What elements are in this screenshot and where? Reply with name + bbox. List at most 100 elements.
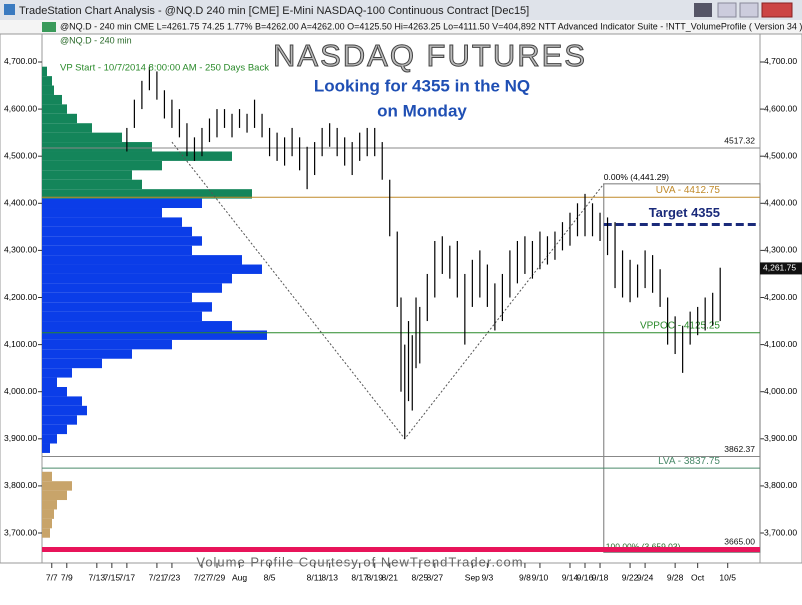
profile-bar [42, 481, 72, 491]
x-tick-label: Aug [232, 572, 247, 582]
last-price-box [760, 262, 802, 275]
profile-bar [42, 358, 102, 369]
y-tick-label: 4,500.00 [764, 150, 797, 160]
x-tick-label: 7/13 [89, 572, 106, 582]
profile-bar [42, 339, 172, 350]
ta-badge [42, 22, 56, 32]
x-tick-label: Sep [465, 572, 480, 582]
profile-bar [42, 189, 252, 199]
profile-bar [42, 434, 57, 444]
profile-bar [42, 405, 87, 416]
fib-label: 0.00% (4,441.29) [604, 172, 669, 182]
x-tick-label: 7/23 [164, 572, 181, 582]
profile-bar [42, 132, 122, 143]
x-tick-label: 9/3 [481, 572, 493, 582]
y-tick-label: 3,900.00 [764, 433, 797, 443]
profile-bar [42, 198, 202, 209]
x-tick-label: 10/5 [719, 572, 736, 582]
y-tick-label: 3,700.00 [764, 527, 797, 537]
y-tick-label: 3,700.00 [4, 527, 37, 537]
profile-bar [42, 76, 52, 86]
close-button[interactable] [761, 2, 793, 18]
x-tick-label: 9/16 [577, 572, 594, 582]
profile-bar [42, 66, 47, 77]
profile-bar [42, 302, 212, 312]
y-tick-label: 4,600.00 [4, 103, 37, 113]
profile-bar [42, 424, 67, 435]
x-tick-label: 8/11 [307, 572, 323, 582]
profile-bar [42, 264, 262, 274]
profile-bar [42, 123, 92, 133]
y-tick-label: 3,800.00 [764, 480, 797, 490]
x-tick-label: 9/8 [519, 572, 531, 582]
right-axis-panel [759, 33, 802, 564]
profile-bar [42, 160, 162, 171]
x-tick-label: 8/17 [351, 572, 368, 582]
fib-box [603, 183, 761, 553]
x-tick-label: 8/21 [381, 572, 398, 582]
y-tick-label: 4,400.00 [4, 198, 37, 208]
profile-bar [42, 471, 52, 482]
profile-bar [42, 283, 222, 293]
x-tick-label: 9/14 [562, 572, 579, 582]
status-bar [0, 20, 802, 34]
y-tick-label: 4,100.00 [764, 339, 797, 349]
x-tick-label: 9/28 [667, 572, 684, 582]
symbol-label: @NQ.D - 240 min [60, 35, 132, 45]
y-tick-label: 3,900.00 [4, 433, 37, 443]
y-tick-label: 4,600.00 [764, 103, 797, 113]
status-text: @NQ.D - 240 min CME L=4261.75 74.25 1.77… [60, 21, 802, 31]
x-tick-label: 8/27 [427, 572, 444, 582]
y-tick-label: 4,000.00 [4, 386, 37, 396]
x-tick-label: 7/9 [61, 572, 73, 582]
x-tick-label: 7/29 [209, 572, 226, 582]
y-tick-label: 4,100.00 [4, 339, 37, 349]
x-tick-label: 8/25 [412, 572, 429, 582]
profile-bar [42, 349, 132, 359]
level-label: VPPOC - 4125.25 [640, 320, 720, 331]
profile-bar [42, 368, 72, 378]
profile-bar [42, 179, 142, 190]
y-tick-label: 4,300.00 [764, 245, 797, 255]
window-title: TradeStation Chart Analysis - @NQ.D 240 … [19, 5, 529, 17]
profile-bar [42, 528, 50, 538]
profile-bar [42, 509, 54, 519]
level-label: LVA - 3837.75 [658, 456, 720, 467]
subtitle: Looking for 4355 in the NQ [314, 76, 530, 95]
profile-bar [42, 518, 52, 529]
level-label: 3862.37 [724, 444, 755, 454]
profile-bar [42, 142, 152, 152]
y-tick-label: 3,800.00 [4, 480, 37, 490]
profile-bar [42, 170, 132, 180]
level-label: 3665.00 [724, 537, 755, 547]
x-tick-label: 9/24 [637, 572, 654, 582]
maximize-button[interactable] [739, 2, 759, 18]
x-tick-label: 7/15 [104, 572, 121, 582]
x-tick-label: 7/7 [46, 572, 58, 582]
profile-bar [42, 273, 232, 284]
x-tick-label: 9/10 [532, 572, 549, 582]
profile-bar [42, 208, 162, 218]
x-tick-label: 9/18 [592, 572, 609, 582]
profile-bar [42, 396, 82, 406]
profile-bar [42, 330, 267, 340]
profile-bar [42, 217, 182, 227]
profile-bar [42, 386, 67, 397]
profile-bar [42, 104, 67, 114]
profile-bar [42, 85, 54, 95]
level-label: 4517.32 [724, 135, 755, 145]
profile-bar [42, 311, 202, 322]
minimize-button[interactable] [717, 2, 737, 18]
subtitle: on Monday [377, 101, 467, 120]
chart-title: NASDAQ FUTURES [273, 38, 587, 73]
y-tick-label: 4,000.00 [764, 386, 797, 396]
profile-bar [42, 321, 232, 331]
y-tick-label: 4,700.00 [4, 56, 37, 66]
level-label: UVA - 4412.75 [656, 185, 721, 196]
fib-label: 100.00% (3,659.03) [606, 542, 681, 552]
y-tick-label: 4,200.00 [4, 292, 37, 302]
menu-button[interactable] [694, 3, 712, 17]
x-tick-label: Oct [691, 572, 705, 582]
